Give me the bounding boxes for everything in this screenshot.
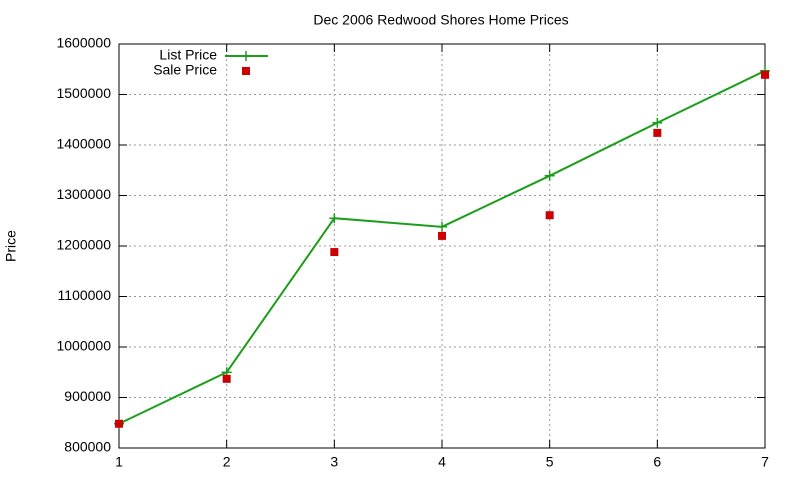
point (437, 221, 447, 232)
point (761, 70, 769, 79)
chart-title: Dec 2006 Redwood Shores Home Prices (313, 12, 568, 28)
y-tick-label: 1600000 (56, 35, 111, 51)
point (330, 248, 339, 257)
y-tick-label: 1200000 (56, 237, 111, 253)
point (545, 211, 554, 220)
x-tick-label: 5 (546, 454, 554, 470)
y-tick-label: 1300000 (56, 186, 111, 202)
y-tick-label: 900000 (64, 388, 111, 404)
x-tick-label: 2 (223, 454, 231, 470)
point (653, 128, 662, 137)
legend-label: Sale Price (153, 62, 217, 78)
point (652, 117, 663, 128)
plot-border (118, 43, 766, 449)
x-tick-label: 3 (330, 454, 338, 470)
y-tick-label: 1500000 (56, 85, 111, 101)
x-tick-label: 6 (653, 454, 661, 470)
y-tick-label: 1400000 (56, 136, 111, 152)
x-tick-label: 4 (438, 454, 446, 470)
x-tick-label: 7 (761, 454, 769, 470)
legend-label: List Price (159, 47, 217, 63)
point (222, 374, 231, 383)
point (329, 213, 340, 224)
legend-swatch (241, 51, 251, 61)
point (438, 231, 446, 240)
y-tick-label: 800000 (64, 439, 111, 455)
legend-swatch (242, 67, 250, 75)
point (544, 170, 555, 181)
x-tick-label: 1 (115, 454, 123, 470)
point (115, 419, 123, 428)
y-axis-label: Price (3, 230, 19, 262)
y-tick-label: 1100000 (58, 287, 112, 303)
y-tick-label: 1000000 (56, 338, 111, 354)
